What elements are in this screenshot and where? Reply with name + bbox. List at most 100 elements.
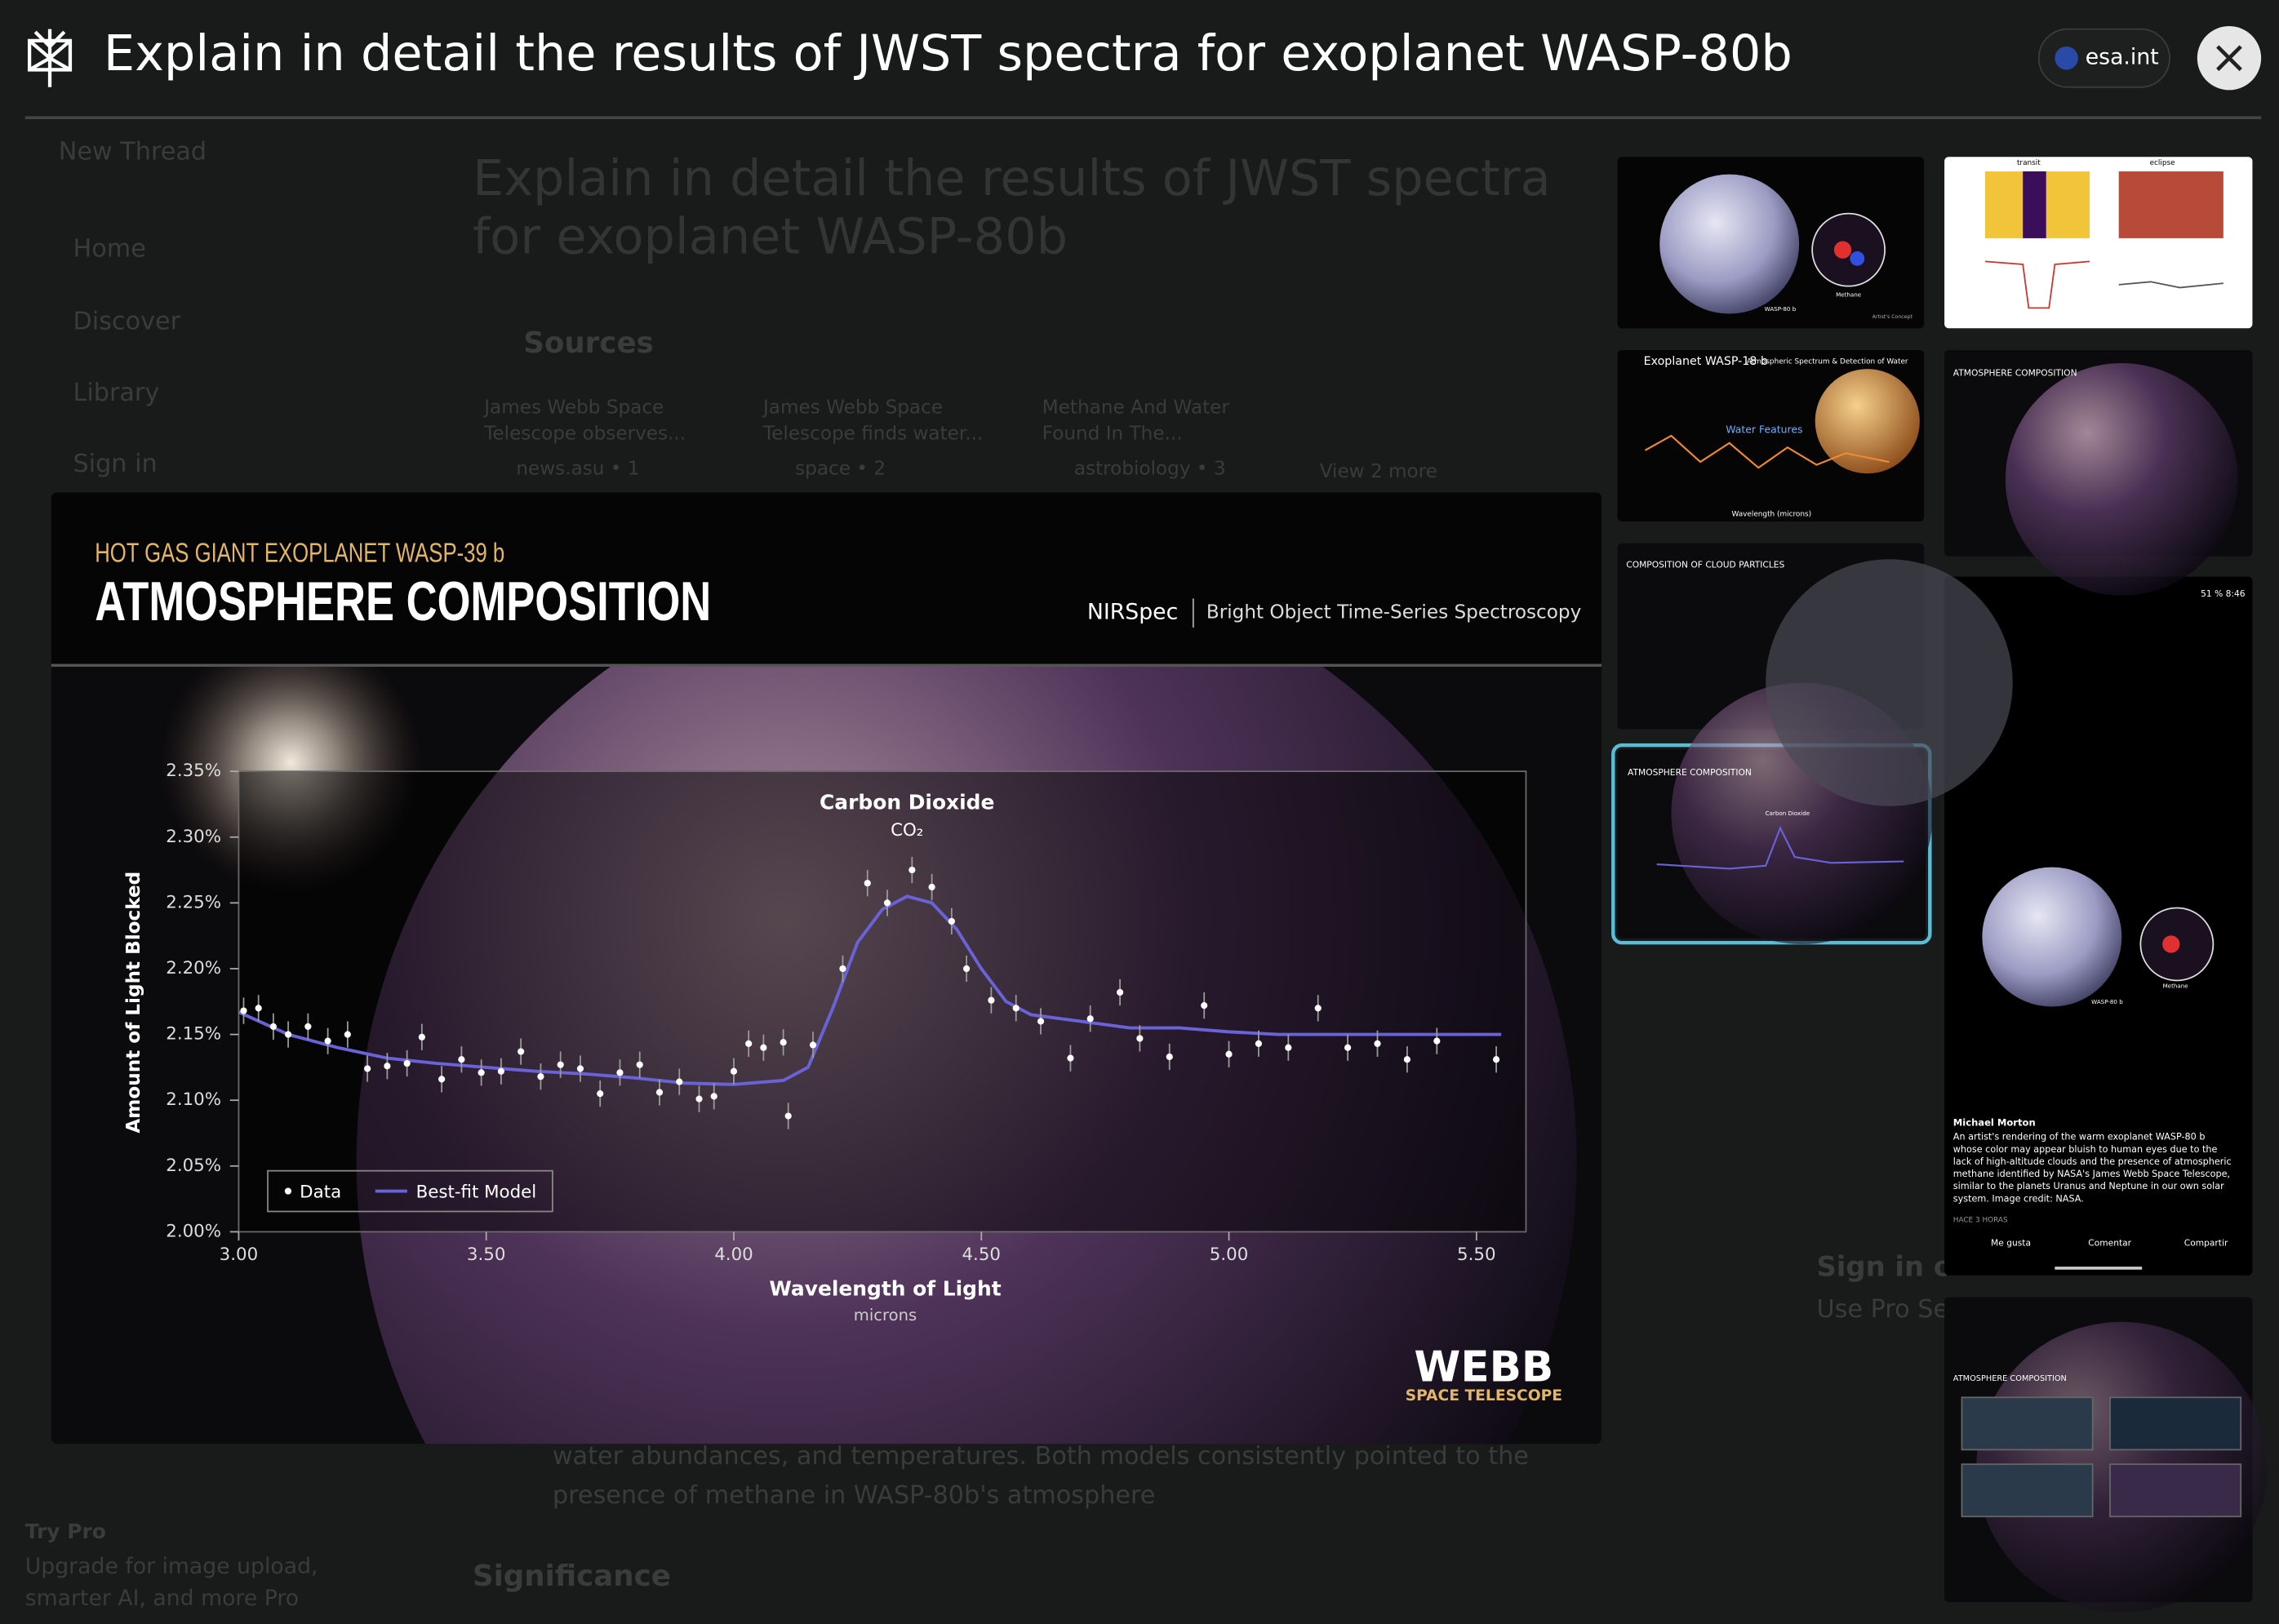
data-point — [557, 1061, 564, 1068]
x-tick-label: 3.00 — [220, 1245, 259, 1265]
thumbnail-text: ATMOSPHERE COMPOSITION — [1953, 1374, 2067, 1383]
data-point — [1116, 988, 1124, 996]
data-point — [344, 1031, 351, 1038]
mini-chart — [1961, 1463, 2094, 1518]
data-point — [1492, 1056, 1500, 1063]
plot-area — [238, 770, 1527, 1233]
data-point — [1012, 1005, 1020, 1012]
data-point — [1285, 1044, 1292, 1051]
source-pill[interactable] — [2037, 28, 2170, 88]
signin-text: Use Pro Se — [1816, 1295, 1948, 1324]
data-point — [1166, 1053, 1173, 1061]
image-kicker: HOT GAS GIANT EXOPLANET WASP-39 b — [95, 539, 504, 569]
thumbnail-text: COMPOSITION OF CLOUD PARTICLES — [1626, 559, 1784, 570]
logo: WEBB — [1414, 1343, 1553, 1392]
thumbnail-text: HACE 3 HORAS — [1953, 1217, 2008, 1225]
data-point — [1067, 1054, 1074, 1062]
sidebar-item: New Thread — [59, 137, 207, 166]
data-point — [780, 1039, 787, 1046]
data-point — [1344, 1044, 1352, 1051]
data-point — [745, 1040, 753, 1047]
data-point — [438, 1076, 446, 1083]
thumbnail-text: methane identified by NASA's James Webb … — [1953, 1169, 2230, 1179]
thumbnail-text: whose color may appear bluish to human e… — [1953, 1144, 2218, 1155]
promo-title: Try Pro — [25, 1520, 106, 1543]
data-point — [883, 899, 891, 907]
thumbnail-text: Me gusta — [1991, 1238, 2031, 1249]
legend-marker — [284, 1187, 292, 1195]
thumbnail-text: similar to the planets Uranus and Neptun… — [1953, 1181, 2224, 1191]
data-point — [1136, 1035, 1144, 1042]
data-point — [518, 1048, 525, 1055]
close-icon — [2216, 45, 2242, 72]
source-meta: space • 2 — [795, 458, 886, 479]
sidebar-item: Library — [73, 379, 160, 407]
data-point — [255, 1005, 262, 1012]
body-line: presence of methane in WASP-80b's atmosp… — [553, 1481, 1156, 1510]
source-title: Methane And Water — [1042, 397, 1230, 419]
spectrum — [1656, 825, 1904, 870]
atom — [2162, 935, 2180, 953]
data-point — [269, 1023, 277, 1031]
mini-chart — [1961, 1396, 2094, 1451]
planet — [1659, 174, 1800, 314]
x-tick-label: 3.50 — [467, 1245, 506, 1265]
y-tick-label: 2.30% — [166, 827, 221, 847]
source-meta: news.asu • 1 — [516, 458, 639, 479]
x-tick-label: 5.00 — [1210, 1245, 1249, 1265]
thumbnail-text: transit — [2017, 159, 2041, 167]
data-point — [616, 1069, 624, 1076]
data-point — [576, 1065, 584, 1072]
spectrum — [1644, 434, 1890, 469]
data-point — [676, 1078, 683, 1085]
atom — [1850, 251, 1865, 266]
thumbnail-text: Artist's Concept — [1873, 314, 1913, 320]
data-point — [908, 866, 916, 874]
source-title: James Webb Space — [482, 397, 664, 419]
data-point — [1201, 1002, 1208, 1009]
data-point — [324, 1037, 331, 1045]
thumbnail-text: ATMOSPHERE COMPOSITION — [1628, 767, 1752, 778]
data-point — [1314, 1005, 1322, 1012]
x-tick-label: 5.50 — [1457, 1245, 1496, 1265]
data-point — [240, 1007, 247, 1014]
y-axis-label: Amount of Light Blocked — [123, 872, 144, 1134]
data-point — [1086, 1015, 1094, 1023]
x-tick-label: 4.00 — [714, 1245, 753, 1265]
source-meta: astrobiology • 3 — [1074, 458, 1226, 479]
heatmap-band — [2023, 171, 2046, 238]
data-point — [1255, 1040, 1263, 1047]
source-title: James Webb Space — [762, 397, 943, 419]
data-point — [655, 1089, 664, 1096]
planet — [1982, 867, 2122, 1007]
thumbnail-text: Comentar — [2088, 1238, 2131, 1249]
data-point — [1433, 1037, 1441, 1045]
source-title: Telescope finds water... — [762, 424, 983, 445]
thumbnail-text: 51 % 8:46 — [2201, 588, 2246, 599]
planet — [1815, 369, 1920, 474]
eclipse-curve — [2118, 281, 2223, 289]
promo-line: smarter AI, and more Pro — [25, 1586, 299, 1611]
y-tick-label: 2.05% — [166, 1156, 221, 1176]
thumbnail-text: ATMOSPHERE COMPOSITION — [1953, 367, 2077, 378]
mini-chart — [2109, 1463, 2242, 1518]
legend-box — [267, 1169, 553, 1213]
data-point — [1374, 1040, 1381, 1047]
y-tick-label: 2.15% — [166, 1024, 221, 1045]
data-point — [730, 1067, 738, 1075]
source-icon — [2055, 46, 2078, 70]
annotation: Carbon Dioxide — [820, 790, 994, 814]
source-label[interactable]: esa.int — [2086, 45, 2159, 70]
data-point — [1225, 1050, 1233, 1058]
promo-line: Upgrade for image upload, — [25, 1554, 318, 1579]
thumbnail-text: Michael Morton — [1953, 1116, 2036, 1128]
y-tick-label: 2.10% — [166, 1089, 221, 1110]
data-point — [304, 1023, 312, 1031]
data-point — [636, 1061, 643, 1068]
transit-curve — [1984, 260, 2090, 309]
image-header — [51, 492, 1602, 666]
y-tick-label: 2.20% — [166, 958, 221, 978]
data-point — [839, 965, 846, 973]
data-point — [478, 1069, 485, 1076]
x-axis-label: Wavelength of Light — [769, 1277, 1001, 1301]
